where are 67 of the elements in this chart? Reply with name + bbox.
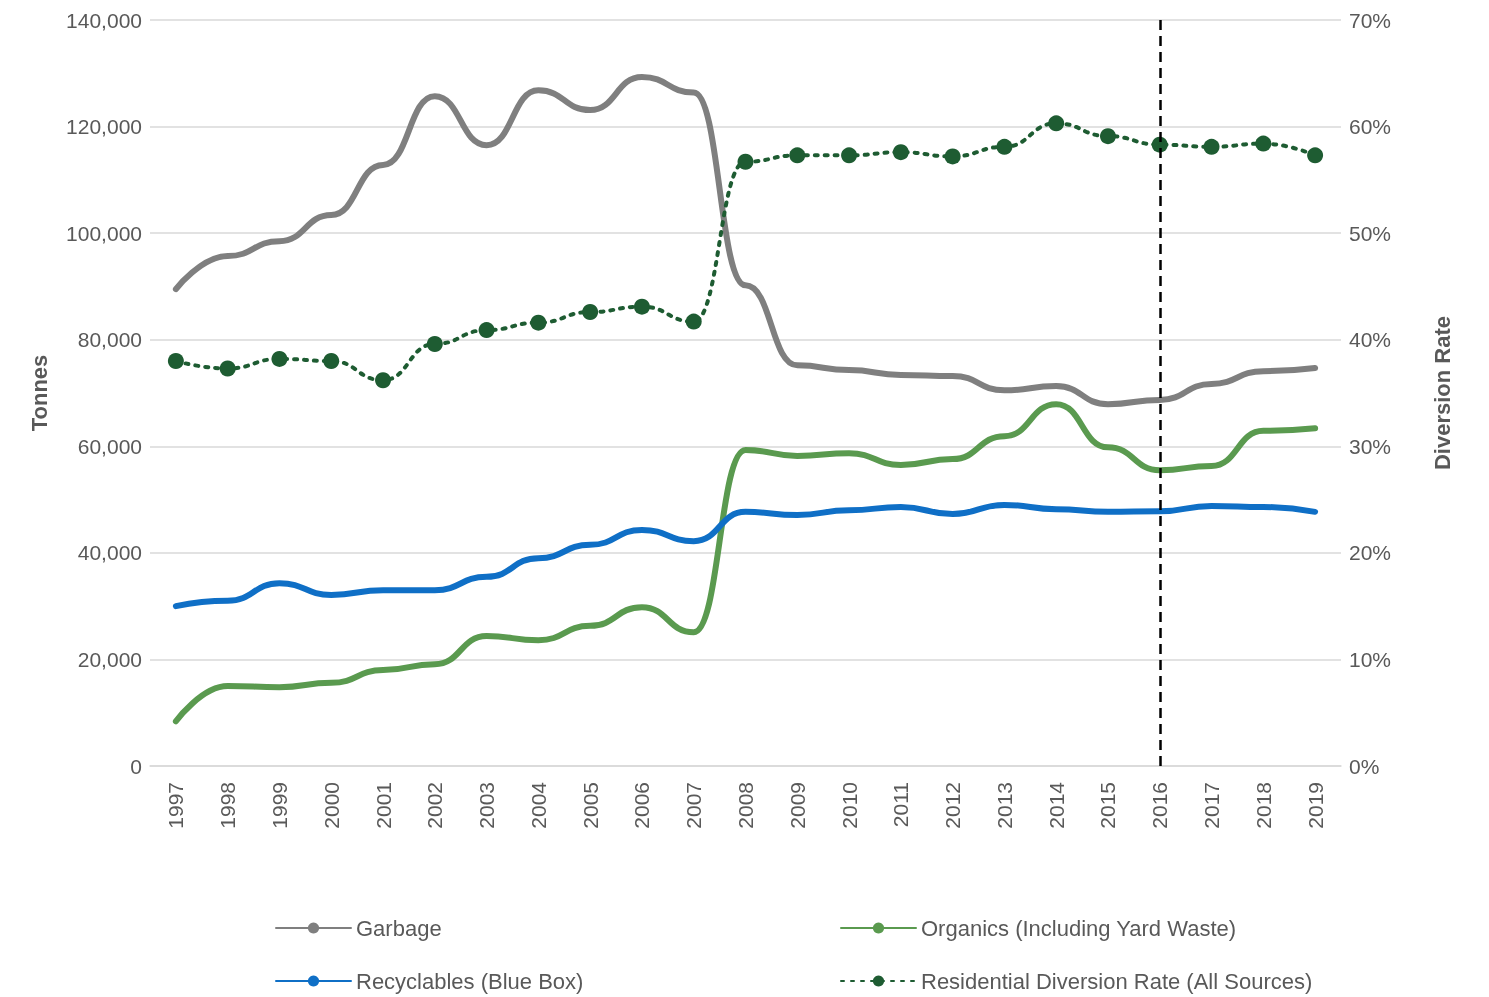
point [841, 147, 858, 164]
x-tick-label: 1998 [216, 782, 240, 829]
point [892, 144, 909, 161]
legend-label: Residential Diversion Rate (All Sources) [921, 968, 1313, 994]
point [1099, 128, 1116, 145]
x-tick-label: 2017 [1200, 782, 1224, 829]
point [375, 372, 392, 389]
point [996, 138, 1013, 155]
point [1203, 138, 1220, 155]
x-tick-label: 2003 [475, 782, 499, 829]
x-tick-label: 1999 [267, 782, 291, 829]
y-tick-label: 60,000 [77, 434, 142, 458]
y-tick-label: 100,000 [66, 221, 142, 245]
x-tick-label: 2005 [578, 782, 602, 829]
x-tick-label: 2012 [941, 782, 965, 829]
x-tick-label: 2016 [1148, 782, 1172, 829]
y-tick-label: 80,000 [77, 328, 142, 352]
x-tick-label: 2009 [785, 782, 809, 829]
y2-tick-label: 10% [1349, 647, 1392, 671]
x-tick-label: 2004 [526, 781, 550, 829]
y-tick-label: 0 [130, 754, 142, 778]
x-tick-label: 2019 [1303, 782, 1327, 829]
x-tick-label: 2018 [1251, 782, 1275, 829]
point [633, 298, 650, 315]
point [1048, 115, 1065, 132]
point [582, 304, 599, 320]
x-tick-label: 2015 [1096, 782, 1120, 829]
y-tick-label: 120,000 [66, 115, 142, 139]
x-tick-label: 2007 [682, 782, 706, 829]
y2-tick-label: 30% [1349, 434, 1392, 458]
x-tick-label: 2011 [889, 782, 913, 828]
point [167, 353, 184, 370]
point [426, 335, 443, 352]
x-tick-label: 2001 [371, 782, 395, 829]
point [219, 360, 236, 377]
point [944, 148, 961, 165]
y2-tick-label: 0% [1349, 754, 1380, 778]
point [530, 314, 547, 331]
point [737, 153, 754, 170]
point [789, 147, 806, 164]
point [1307, 147, 1324, 164]
y-tick-label: 20,000 [77, 647, 142, 671]
y2-tick-label: 60% [1349, 115, 1392, 139]
y2-tick-label: 20% [1349, 541, 1392, 565]
point [1255, 135, 1272, 152]
y2-tick-label: 40% [1349, 328, 1392, 352]
x-tick-label: 1997 [164, 782, 188, 829]
point [685, 313, 702, 330]
point [271, 350, 288, 367]
legend-label: Organics (Including Yard Waste) [921, 915, 1237, 941]
x-tick-label: 2006 [630, 782, 654, 829]
x-tick-label: 2010 [837, 782, 861, 829]
point [478, 322, 495, 339]
y-tick-label: 40,000 [77, 541, 142, 565]
y-tick-label: 140,000 [66, 8, 142, 32]
x-tick-label: 2014 [1044, 781, 1068, 829]
y-axis-title: Tonnes [26, 354, 52, 432]
y2-tick-label: 70% [1349, 8, 1392, 32]
x-tick-label: 2000 [319, 782, 343, 829]
x-tick-label: 2008 [734, 782, 757, 829]
x-tick-label: 2013 [992, 782, 1016, 829]
legend-label: Recyclables (Blue Box) [356, 968, 584, 994]
y2-axis-title: Diversion Rate [1429, 315, 1455, 471]
legend-label: Garbage [356, 915, 442, 941]
y2-tick-label: 50% [1349, 221, 1392, 245]
point [323, 353, 340, 370]
x-tick-label: 2002 [423, 782, 447, 829]
